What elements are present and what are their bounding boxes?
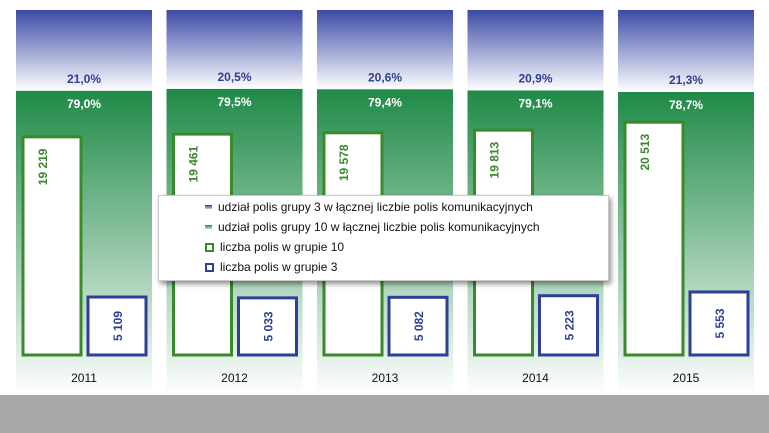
count-label-group3: 5 033 <box>262 311 276 341</box>
x-tick-label: 2015 <box>673 371 700 385</box>
share-segment-group3 <box>16 10 152 91</box>
share-label-group3: 21,3% <box>669 73 703 87</box>
legend-item-group3-count: liczba polis w grupie 3 <box>205 260 337 274</box>
share-segment-group3 <box>317 10 453 90</box>
count-label-group3: 5 109 <box>111 311 125 341</box>
share-label-group10: 79,4% <box>368 95 402 109</box>
x-tick-label: 2014 <box>522 371 549 385</box>
count-label-group10: 19 219 <box>36 148 50 185</box>
count-bar-group3 <box>538 294 599 357</box>
count-label-group10: 19 578 <box>337 144 351 181</box>
bottom-band <box>0 395 769 433</box>
share-label-group3: 20,5% <box>217 70 251 84</box>
share-segment-group3 <box>166 10 303 89</box>
share-label-group3: 20,6% <box>368 70 402 84</box>
legend-item-group10-count: liczba polis w grupie 10 <box>205 240 344 254</box>
count-label-group10: 19 461 <box>187 145 201 182</box>
count-label-group10: 19 813 <box>488 141 502 178</box>
count-bar-group3 <box>387 295 449 357</box>
share-segment-group3 <box>467 10 604 91</box>
share-label-group3: 20,9% <box>518 71 552 85</box>
count-bar-group3 <box>86 295 148 357</box>
legend-label: liczba polis w grupie 3 <box>220 260 338 274</box>
x-tick-label: 2013 <box>372 371 399 385</box>
count-label-group3: 5 553 <box>713 308 727 338</box>
x-tick-label: 2012 <box>221 371 248 385</box>
legend: udział polis grupy 3 w łącznej liczbie p… <box>158 195 609 281</box>
legend-swatch-group10-share <box>205 225 212 229</box>
count-bar-group3 <box>237 296 298 357</box>
count-bar-group10 <box>21 135 83 357</box>
count-label-group10: 20 513 <box>638 133 652 170</box>
share-label-group10: 79,1% <box>518 96 552 110</box>
share-label-group3: 21,0% <box>67 72 101 86</box>
legend-swatch-group10-count <box>205 242 214 252</box>
x-tick-label: 2011 <box>71 371 97 385</box>
legend-item-group10-share: udział polis grupy 10 w łącznej liczbie … <box>205 220 540 234</box>
legend-item-group3-share: udział polis grupy 3 w łącznej liczbie p… <box>205 200 533 214</box>
legend-label: udział polis grupy 3 w łącznej liczbie p… <box>218 200 533 214</box>
count-bar-group3 <box>688 290 750 357</box>
legend-swatch-group3-count <box>205 262 214 272</box>
share-label-group10: 79,5% <box>217 95 251 109</box>
count-label-group3: 5 082 <box>412 311 426 341</box>
share-segment-group3 <box>618 10 754 93</box>
legend-label: udział polis grupy 10 w łącznej liczbie … <box>218 220 540 234</box>
share-label-group10: 79,0% <box>67 97 101 111</box>
legend-swatch-group3-share <box>205 205 212 209</box>
share-label-group10: 78,7% <box>669 98 703 112</box>
count-label-group3: 5 223 <box>563 310 577 340</box>
count-bar-group10 <box>623 120 685 357</box>
legend-label: liczba polis w grupie 10 <box>220 240 345 254</box>
